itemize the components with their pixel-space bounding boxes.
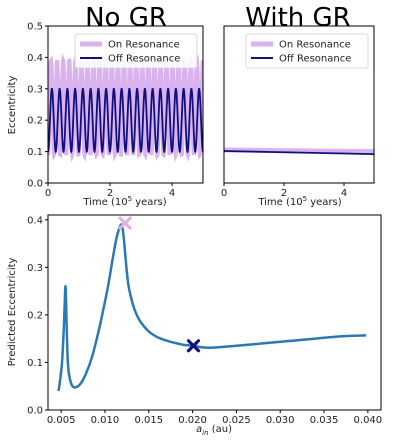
- y-tick-label: 0.5: [27, 22, 43, 33]
- x-tick-label: 0: [221, 188, 227, 199]
- plot-frame: [223, 25, 375, 184]
- marker-on-resonance: [118, 216, 132, 230]
- tick-group: 0.005 0.010 0.015 0.020 0.025 0.030 0.035 0.040…: [27, 215, 382, 426]
- series-group: [224, 147, 374, 155]
- y-tick-label: 0.4: [27, 215, 43, 226]
- x-tick-label: 0.015: [134, 415, 163, 426]
- panel-title-with-gr: With GR: [245, 3, 351, 33]
- y-tick-label: 0.0: [27, 406, 43, 417]
- legend-box: [245, 33, 369, 69]
- legend-label-off-resonance: Off Resonance: [108, 54, 180, 65]
- x-tick-label: 4: [341, 188, 347, 199]
- x-tick-label: 0.010: [91, 415, 120, 426]
- panel-no-gr: No GR 0 2 4 0.0 0.1 0.2 0.3 0.4 0.5 On Resonance…: [7, 3, 204, 208]
- y-tick-label: 0.3: [27, 84, 43, 95]
- x-tick-label: 0.030: [266, 415, 295, 426]
- legend-box: [74, 33, 198, 69]
- y-tick-label: 0.3: [27, 263, 43, 274]
- marker-stroke: [118, 216, 132, 230]
- marker-off-resonance: [186, 339, 201, 353]
- panel-with-gr: With GR 0 2 4 On Resonance Off Resonance Ti…: [221, 3, 375, 208]
- legend-label-on-resonance: On Resonance: [279, 40, 351, 51]
- x-tick-label: 0.025: [222, 415, 251, 426]
- plot-frame: [47, 25, 204, 184]
- y-tick-label: 0.4: [27, 53, 43, 64]
- legend: On Resonance Off Resonance: [74, 33, 198, 69]
- y-tick-label: 0.1: [27, 358, 43, 369]
- x-tick-label: 4: [169, 188, 175, 199]
- series-on-resonance: [224, 147, 374, 155]
- y-tick-label: 0.0: [27, 179, 43, 190]
- series-predicted-eccentricity: [57, 223, 367, 392]
- x-axis-label: Time (105 years): [82, 195, 166, 208]
- tick-group: 0 2 4 0.0 0.1 0.2 0.3 0.4 0.5: [27, 22, 175, 200]
- y-tick-label: 0.1: [27, 147, 43, 158]
- x-axis-label: ain (au): [196, 424, 232, 437]
- x-tick-label: 2: [281, 188, 287, 199]
- tick-group: 0 2 4: [221, 183, 347, 199]
- y-tick-label: 0.2: [27, 310, 43, 321]
- legend-label-off-resonance: Off Resonance: [279, 54, 351, 65]
- x-tick-label: 0.005: [47, 415, 76, 426]
- marker-stroke: [186, 339, 201, 353]
- x-tick-label: 0: [45, 188, 51, 199]
- y-axis-label: Eccentricity: [7, 76, 18, 135]
- legend: On Resonance Off Resonance: [245, 33, 369, 69]
- panel-predicted: 0.005 0.010 0.015 0.020 0.025 0.030 0.035 0.040…: [7, 214, 382, 437]
- x-tick-label: 0.035: [310, 415, 339, 426]
- x-tick-label: 0.040: [354, 415, 383, 426]
- marker-group: [118, 216, 201, 353]
- x-tick-label: 2: [107, 188, 113, 199]
- series-group: [48, 52, 203, 163]
- panel-title-no-gr: No GR: [85, 3, 167, 33]
- y-axis-label: Predicted Eccentricity: [7, 257, 18, 366]
- x-axis-label: Time (105 years): [257, 195, 341, 208]
- x-tick-label: 0.020: [178, 415, 207, 426]
- series-on-resonance: [48, 52, 203, 163]
- series-off-resonance: [48, 87, 203, 154]
- series-group: [57, 223, 367, 392]
- series-off-resonance: [224, 150, 374, 155]
- y-tick-label: 0.2: [27, 116, 43, 127]
- legend-label-on-resonance: On Resonance: [108, 40, 180, 51]
- plot-frame: [47, 214, 382, 411]
